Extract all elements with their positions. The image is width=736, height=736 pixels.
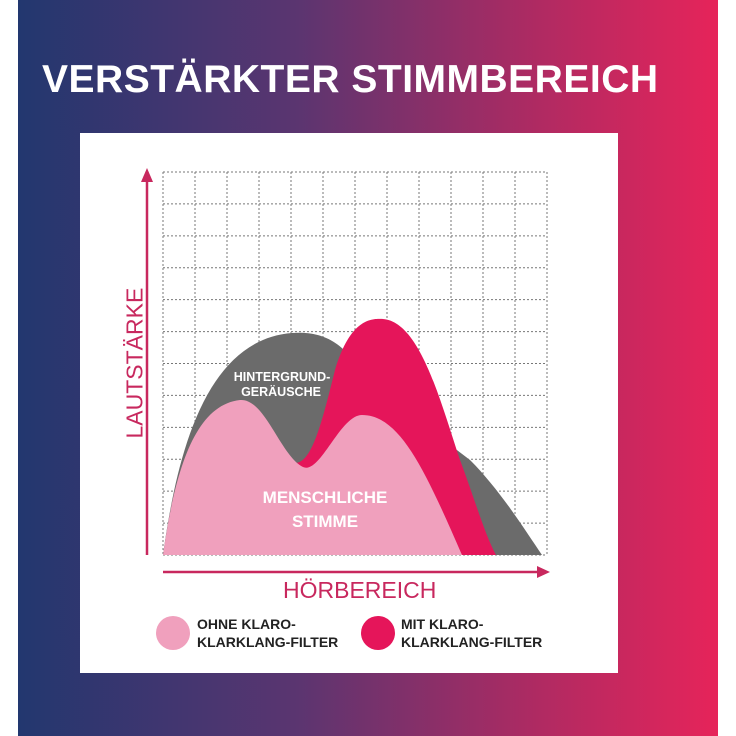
voice-label-1: MENSCHLICHE xyxy=(263,488,388,507)
legend-with-filter: MIT KLARO- KLARKLANG-FILTER xyxy=(401,615,542,651)
x-axis-label: HÖRBEREICH xyxy=(283,577,437,603)
page-title: VERSTÄRKTER STIMMBEREICH xyxy=(42,58,659,101)
x-axis-arrow xyxy=(537,566,550,578)
legend-swatch-without-filter xyxy=(156,616,190,650)
y-axis-arrow xyxy=(141,168,153,182)
legend-without-filter-line2: KLARKLANG-FILTER xyxy=(197,634,339,650)
background-noise-label-1: HINTERGRUND- xyxy=(234,370,331,384)
legend-with-filter-line2: KLARKLANG-FILTER xyxy=(401,634,543,650)
voice-without-filter-area xyxy=(163,399,462,555)
voice-label-2: STIMME xyxy=(292,512,358,531)
legend-swatch-with-filter xyxy=(361,616,395,650)
legend-without-filter: OHNE KLARO- KLARKLANG-FILTER xyxy=(197,615,338,651)
y-axis-label: LAUTSTÄRKE xyxy=(121,287,148,439)
legend-with-filter-line1: MIT KLARO- xyxy=(401,616,484,632)
legend-without-filter-line1: OHNE KLARO- xyxy=(197,616,296,632)
background-noise-label-2: GERÄUSCHE xyxy=(241,384,321,399)
